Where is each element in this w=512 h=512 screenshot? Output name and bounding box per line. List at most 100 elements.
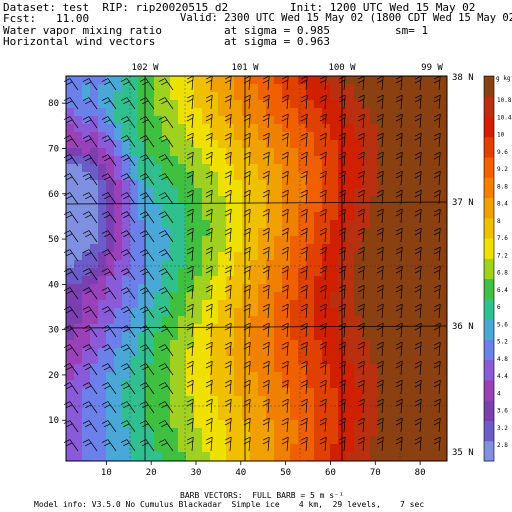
field-cell [170, 268, 178, 276]
field-cell [402, 276, 410, 284]
field-cell [418, 228, 426, 236]
field-cell [178, 156, 186, 164]
field-cell [386, 100, 394, 108]
colorbar-tick-label: 4.8 [497, 356, 508, 363]
field-cell [362, 164, 370, 172]
field-cell [210, 124, 218, 132]
parallel-line [65, 201, 448, 205]
field-cell [242, 380, 250, 388]
field-cell [314, 412, 322, 420]
field-cell [410, 164, 418, 172]
field-cell [418, 412, 426, 420]
field-cell [82, 196, 90, 204]
field-cell [266, 108, 274, 116]
field-cell [98, 220, 106, 228]
field-cell [146, 76, 154, 84]
wind-barb [300, 227, 308, 243]
field-cell [354, 332, 362, 340]
field-cell [266, 284, 274, 292]
field-cell [210, 404, 218, 412]
field-cell [258, 212, 266, 220]
field-cell [370, 428, 378, 436]
field-cell [258, 92, 266, 100]
field-cell [394, 84, 402, 92]
field-cell [386, 212, 394, 220]
field-cell [362, 308, 370, 316]
field-cell [138, 452, 146, 460]
field-cell [162, 116, 170, 124]
wind-barb [433, 360, 441, 376]
field-cell [330, 252, 338, 260]
field-cell [314, 124, 322, 132]
field-cell [66, 444, 74, 452]
field-cell [114, 220, 122, 228]
field-cell [146, 100, 154, 108]
field-cell [402, 180, 410, 188]
field-cell [330, 268, 338, 276]
wind-barb [101, 401, 117, 414]
field-cell [226, 220, 234, 228]
x-tick-label: 30 [191, 468, 202, 478]
wind-barb [205, 94, 213, 110]
field-cell [314, 236, 322, 244]
wind-barb [101, 420, 117, 433]
wind-barb [205, 265, 213, 281]
field-cell [306, 204, 314, 212]
field-cell [146, 452, 154, 460]
field-cell [354, 76, 362, 84]
wind-barb [205, 379, 213, 395]
field-cell [314, 132, 322, 140]
wind-barb [120, 192, 136, 205]
field-cell [314, 140, 322, 148]
field-cell [82, 220, 90, 228]
wind-barb [319, 284, 327, 300]
field-cell [370, 396, 378, 404]
field-cell [290, 420, 298, 428]
field-cell [234, 172, 242, 180]
wind-barb [433, 265, 441, 281]
field-cell [330, 76, 338, 84]
field-cell [74, 244, 82, 252]
field-cell [426, 188, 434, 196]
wind-barb [281, 151, 289, 167]
field-cell [258, 100, 266, 108]
field-cell [418, 92, 426, 100]
field-cell [282, 308, 290, 316]
field-cell [194, 116, 202, 124]
field-cell [346, 204, 354, 212]
field-cell [282, 316, 290, 324]
field-cell [194, 148, 202, 156]
field-cell [394, 244, 402, 252]
field-cell [346, 212, 354, 220]
field-cell [210, 252, 218, 260]
field-cell [306, 420, 314, 428]
field-cell [314, 164, 322, 172]
field-cell [250, 300, 258, 308]
wind-barb [395, 436, 403, 452]
field-cell [74, 156, 82, 164]
field-cell [346, 412, 354, 420]
field-cell [90, 316, 98, 324]
field-cell [354, 180, 362, 188]
field-cell [266, 220, 274, 228]
field-cell [386, 452, 394, 460]
field-cell [354, 284, 362, 292]
field-cell [378, 100, 386, 108]
field-cell [258, 428, 266, 436]
field-cell [306, 108, 314, 116]
field-cell [386, 148, 394, 156]
field-cell [218, 220, 226, 228]
field-cell [282, 156, 290, 164]
field-cell [226, 412, 234, 420]
field-cell [178, 412, 186, 420]
field-cell [170, 300, 178, 308]
field-cell [362, 284, 370, 292]
field-cell [122, 364, 130, 372]
wind-barb [63, 325, 79, 338]
field-cell [362, 148, 370, 156]
field-cell [250, 124, 258, 132]
field-cell [306, 148, 314, 156]
field-cell [162, 260, 170, 268]
field-cell [162, 244, 170, 252]
